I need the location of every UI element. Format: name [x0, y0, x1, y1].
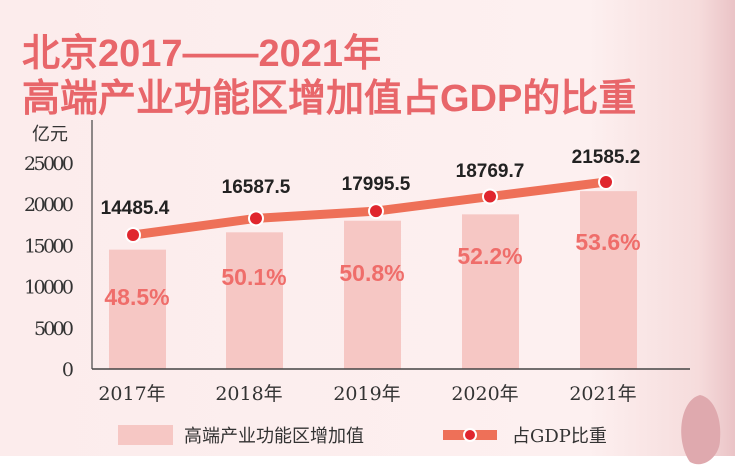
x-tick-label: 2021年 [569, 383, 636, 405]
bar-2017年 [109, 249, 166, 369]
page-curl [681, 395, 721, 465]
y-tick-label: 10000 [24, 277, 74, 299]
line-marker [482, 188, 498, 205]
legend-line-marker [463, 428, 477, 442]
y-tick-label: 5000 [34, 318, 74, 340]
percent-label: 50.1% [221, 264, 286, 290]
bar-2018年 [226, 232, 283, 369]
bar-2020年 [462, 214, 519, 369]
percent-label: 48.5% [104, 284, 169, 310]
line-marker [598, 174, 614, 190]
title-line-2: 高端产业功能区增加值占GDP的比重 [22, 78, 637, 120]
bar-value-label: 17995.5 [342, 174, 411, 195]
x-tick-label: 2018年 [215, 383, 282, 405]
y-tick-label: 25000 [24, 153, 74, 175]
page-edge [735, 0, 749, 471]
y-tick-label: 20000 [24, 194, 74, 216]
bar-value-label: 14485.4 [101, 198, 170, 219]
title-line-1: 北京2017——2021年 [22, 33, 382, 75]
y-axis-unit: 亿元 [32, 124, 68, 145]
x-tick-label: 2017年 [98, 383, 165, 405]
legend-bar-label: 高端产业功能区增加值 [184, 426, 364, 447]
percent-label: 52.2% [457, 243, 522, 269]
bar-2021年 [580, 191, 637, 369]
x-tick-label: 2019年 [333, 383, 400, 405]
percent-label: 53.6% [575, 229, 640, 255]
legend-line-label: 占GDP比重 [512, 426, 607, 447]
line-marker [368, 203, 384, 220]
percent-label: 50.8% [339, 260, 404, 286]
line-marker [125, 227, 141, 243]
bar-2019年 [344, 220, 401, 369]
y-tick-label: 0 [62, 359, 74, 381]
x-tick-label: 2020年 [451, 383, 518, 405]
legend-bar-swatch [118, 425, 173, 445]
bar-value-label: 21585.2 [572, 147, 641, 168]
bar-value-label: 16587.5 [222, 177, 291, 198]
y-tick-label: 15000 [24, 235, 74, 257]
line-marker [248, 210, 264, 227]
bar-value-label: 18769.7 [456, 161, 525, 182]
